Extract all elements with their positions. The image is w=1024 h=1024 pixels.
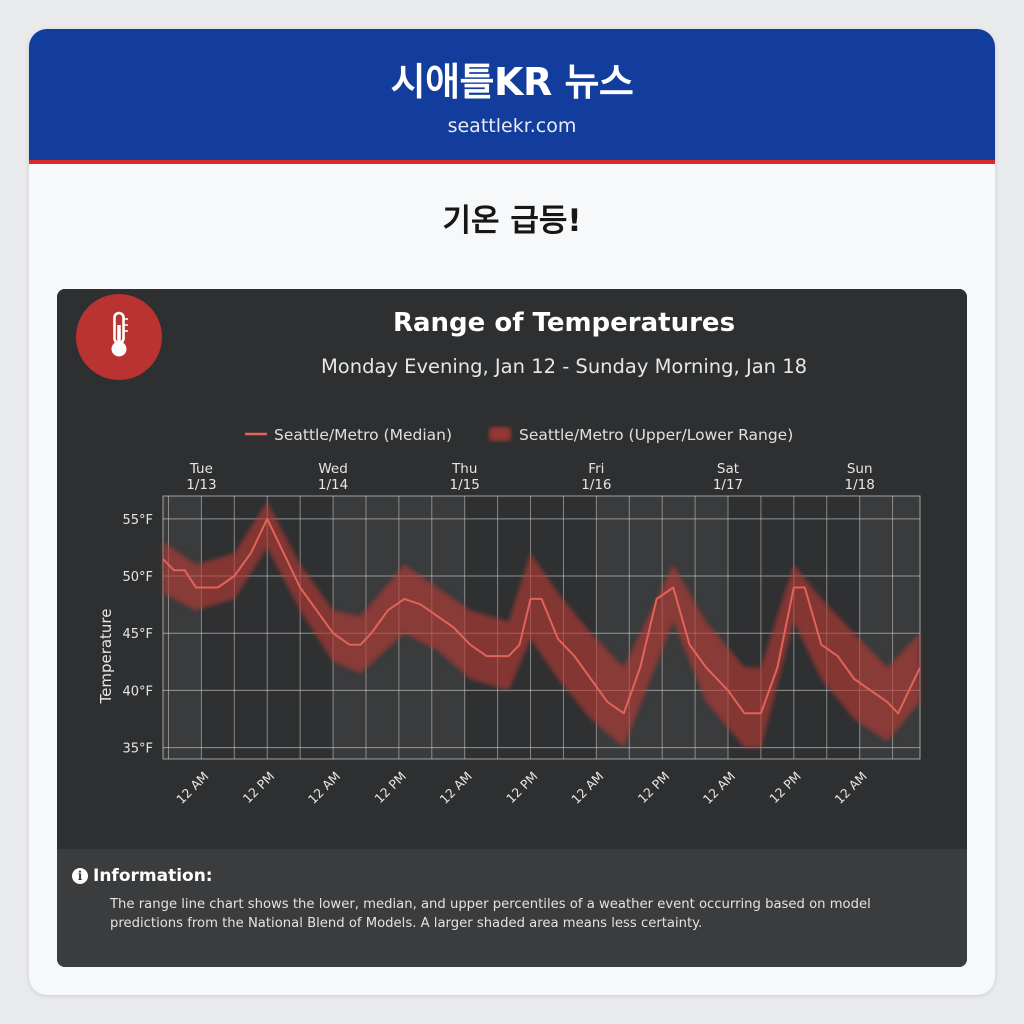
range-band xyxy=(163,501,920,748)
x-tick-label: 12 AM xyxy=(436,769,474,807)
day-label: Sat xyxy=(717,461,739,477)
thermometer-icon xyxy=(76,294,162,380)
day-label: Tue xyxy=(189,461,213,477)
chart-legend: Seattle/Metro (Median) Seattle/Metro (Up… xyxy=(245,426,793,444)
legend-range-label: Seattle/Metro (Upper/Lower Range) xyxy=(519,426,793,444)
x-tick-label: 12 AM xyxy=(831,769,869,807)
x-tick-label: 12 AM xyxy=(568,769,606,807)
date-label: 1/13 xyxy=(186,477,216,493)
y-tick-label: 50°F xyxy=(122,570,153,585)
news-card: 시애틀KR 뉴스 seattlekr.com 기온 급등! xyxy=(29,29,995,995)
range-temperature-chart: Range of Temperatures Monday Evening, Ja… xyxy=(76,294,921,807)
day-label: Sun xyxy=(847,461,873,477)
date-label: 1/18 xyxy=(844,477,874,493)
plot-layer: 35°F40°F45°F50°F55°FTue1/13Wed1/14Thu1/1… xyxy=(122,461,921,807)
x-tick-label: 12 PM xyxy=(240,769,278,807)
site-header: 시애틀KR 뉴스 seattlekr.com xyxy=(29,29,995,164)
site-url[interactable]: seattlekr.com xyxy=(447,115,577,137)
y-tick-label: 40°F xyxy=(122,684,153,699)
date-label: 1/14 xyxy=(318,477,348,493)
y-tick-label: 45°F xyxy=(122,627,153,642)
legend-median-label: Seattle/Metro (Median) xyxy=(274,426,452,444)
y-tick-label: 55°F xyxy=(122,513,153,528)
x-tick-label: 12 PM xyxy=(635,769,673,807)
info-text: The range line chart shows the lower, me… xyxy=(110,897,871,931)
x-tick-label: 12 AM xyxy=(700,769,738,807)
info-icon: i xyxy=(72,868,88,884)
forecast-panel: Range of Temperatures Monday Evening, Ja… xyxy=(57,289,967,967)
info-title: Information: xyxy=(93,866,213,886)
date-label: 1/15 xyxy=(450,477,480,493)
x-tick-label: 12 AM xyxy=(173,769,211,807)
chart-subtitle: Monday Evening, Jan 12 - Sunday Morning,… xyxy=(321,355,807,378)
date-label: 1/17 xyxy=(713,477,743,493)
day-label: Thu xyxy=(451,461,477,477)
chart-title: Range of Temperatures xyxy=(393,308,735,338)
date-label: 1/16 xyxy=(581,477,611,493)
plot-border xyxy=(162,495,921,760)
chart-area: Range of Temperatures Monday Evening, Ja… xyxy=(57,289,967,849)
y-axis-label: Temperature xyxy=(97,608,115,704)
legend-range-swatch xyxy=(489,427,511,441)
info-section: i Information: The range line chart show… xyxy=(57,849,967,967)
x-tick-label: 12 AM xyxy=(305,769,343,807)
site-title: 시애틀KR 뉴스 xyxy=(390,60,634,104)
x-tick-label: 12 PM xyxy=(503,769,541,807)
y-tick-label: 35°F xyxy=(122,742,153,757)
day-label: Wed xyxy=(318,461,347,477)
article-headline: 기온 급등! xyxy=(442,203,582,239)
x-tick-label: 12 PM xyxy=(371,769,409,807)
x-tick-label: 12 PM xyxy=(766,769,804,807)
day-label: Fri xyxy=(588,461,604,477)
median-line xyxy=(162,517,921,715)
